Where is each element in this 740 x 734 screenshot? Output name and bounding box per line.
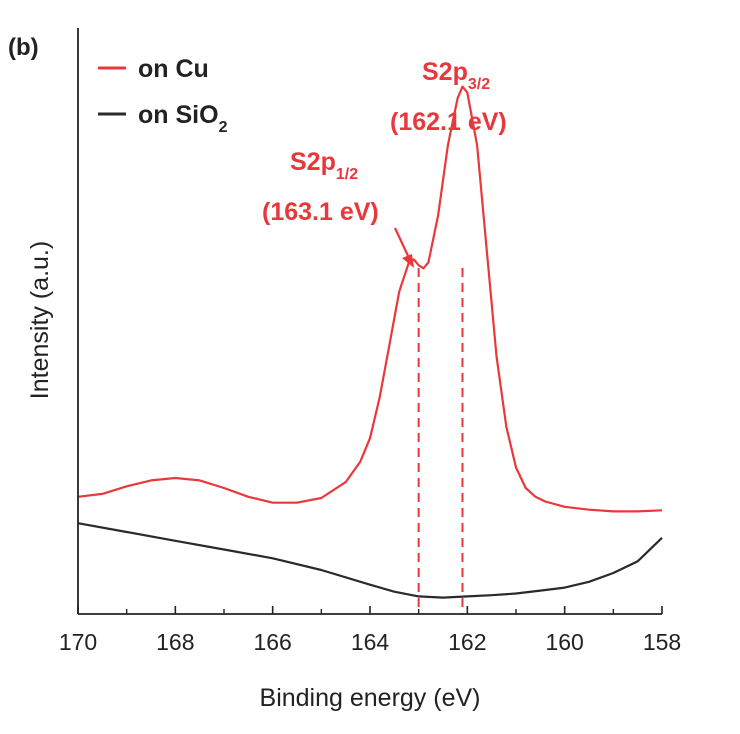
annotation-s2p12-arrowhead: [402, 254, 414, 268]
x-tick-label-5: 160: [545, 629, 583, 655]
annotation-s2p32-label: S2p3/2: [422, 58, 490, 93]
x-tick-label-1: 168: [156, 629, 194, 655]
x-tick-label-2: 166: [253, 629, 291, 655]
annotation-s2p12-label: S2p1/2: [290, 148, 358, 183]
series-line-0: [77, 85, 663, 513]
x-tick-label-3: 164: [351, 629, 390, 655]
annotation-s2p32: S2p3/2 (162.1 eV): [390, 58, 507, 136]
legend: on Cu on SiO2: [98, 55, 228, 136]
annotation-s2p12-energy: (163.1 eV): [262, 198, 379, 226]
panel-label: (b): [8, 34, 39, 61]
x-tick-label-4: 162: [448, 629, 486, 655]
x-tick-label-6: 158: [643, 629, 681, 655]
plot-area: 170 168 166 164 162 160 158: [59, 28, 681, 655]
annotation-s2p32-energy: (162.1 eV): [390, 108, 507, 136]
series-line-1: [77, 522, 663, 599]
annotation-s2p12: S2p1/2 (163.1 eV): [262, 148, 414, 268]
x-axis-title: Binding energy (eV): [260, 684, 481, 712]
y-axis-title: Intensity (a.u.): [26, 241, 54, 399]
x-tick-label-0: 170: [59, 629, 97, 655]
legend-label-on-sio2: on SiO2: [138, 101, 228, 136]
legend-label-on-cu: on Cu: [138, 55, 209, 83]
annotation-s2p12-arrow: [394, 227, 410, 259]
